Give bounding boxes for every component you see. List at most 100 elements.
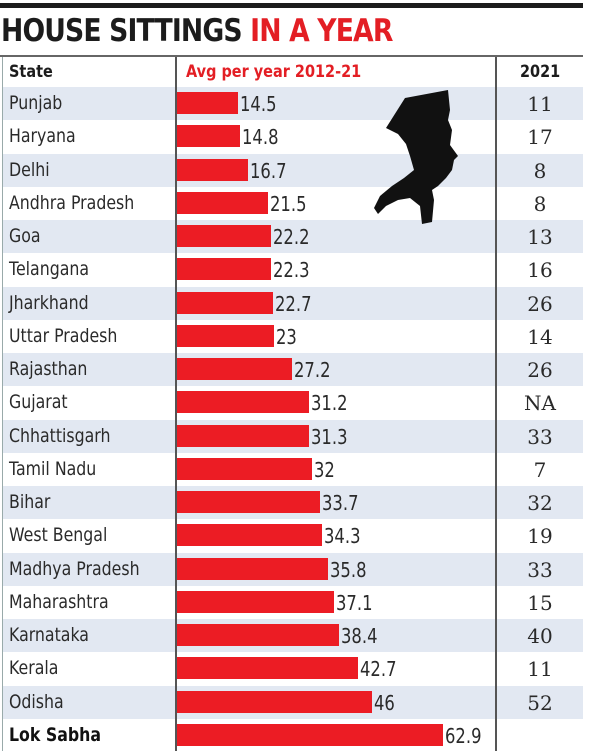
state-label: Punjab xyxy=(9,92,63,114)
bar xyxy=(177,358,293,380)
state-label: Maharashtra xyxy=(9,590,109,613)
value-2021: 16 xyxy=(527,258,553,283)
value-2021: 52 xyxy=(527,690,553,715)
bar-value-label: 42.7 xyxy=(359,657,397,682)
bar xyxy=(177,125,240,148)
column-header-state: State xyxy=(9,62,53,82)
table-row: Haryana 14.8 17 xyxy=(3,120,583,153)
value-2021: 40 xyxy=(527,624,553,648)
bar xyxy=(177,457,313,480)
table-row: Andhra Pradesh 21.5 8 xyxy=(3,187,583,220)
table-row: Karnataka 38.4 40 xyxy=(3,619,583,653)
bar-value-label: 14.5 xyxy=(240,92,277,116)
bar xyxy=(177,324,275,347)
top-rule xyxy=(0,3,583,8)
bar-value-label: 32 xyxy=(314,457,336,482)
bar xyxy=(177,258,272,281)
state-label: Tamil Nadu xyxy=(9,457,97,480)
state-label: Goa xyxy=(9,225,41,247)
table-row: Madhya Pradesh 35.8 33 xyxy=(3,552,583,586)
value-2021: 17 xyxy=(527,125,553,150)
silhouette-profile-icon xyxy=(374,90,458,224)
chart-title: HOUSE SITTINGS IN A YEAR xyxy=(1,13,393,49)
column-divider-1 xyxy=(175,57,177,751)
value-2021: 13 xyxy=(527,225,553,249)
table-row: Goa 22.2 13 xyxy=(3,220,583,254)
bar xyxy=(177,657,358,680)
column-divider-2 xyxy=(495,57,497,751)
table-row: Rajasthan 27.2 26 xyxy=(3,353,583,387)
bar xyxy=(177,690,372,713)
value-2021: 33 xyxy=(527,557,553,582)
bar-value-label: 22.2 xyxy=(272,225,310,249)
table-row: West Bengal 34.3 19 xyxy=(3,519,583,552)
bar xyxy=(177,723,443,746)
value-2021: 26 xyxy=(527,291,553,316)
state-label: Telangana xyxy=(9,258,90,281)
value-2021: 26 xyxy=(527,358,553,382)
value-2021: 7 xyxy=(533,457,547,482)
bar-value-label: 35.8 xyxy=(330,557,367,582)
table-row: Maharashtra 37.1 15 xyxy=(3,586,583,619)
table-row: Chhattisgarh 31.3 33 xyxy=(3,419,583,453)
bar xyxy=(177,557,329,580)
state-label: Lok Sabha xyxy=(9,723,102,746)
state-label: Kerala xyxy=(9,657,59,680)
state-label: Odisha xyxy=(9,690,64,713)
bar-value-label: 33.7 xyxy=(321,491,359,515)
value-2021: 19 xyxy=(527,524,553,549)
state-label: Bihar xyxy=(9,491,51,513)
table-row: Bihar 33.7 32 xyxy=(3,486,583,520)
state-label: Andhra Pradesh xyxy=(9,191,135,214)
table-row: Odisha 46 52 xyxy=(3,685,583,719)
table-row: Delhi 16.7 8 xyxy=(3,153,583,187)
value-2021: 14 xyxy=(527,324,553,349)
bar-value-label: 21.5 xyxy=(269,191,307,216)
title-part-2: IN A YEAR xyxy=(250,13,393,49)
table-row: Uttar Pradesh 23 14 xyxy=(3,320,583,353)
bar xyxy=(177,524,323,547)
table-row: Kerala 42.7 11 xyxy=(3,652,583,685)
state-label: Karnataka xyxy=(9,624,89,646)
state-label: Gujarat xyxy=(9,391,68,414)
value-2021: 11 xyxy=(527,92,553,116)
value-2021: NA xyxy=(524,391,556,416)
state-label: Delhi xyxy=(9,158,50,181)
state-label: West Bengal xyxy=(9,524,108,547)
bar xyxy=(177,158,248,181)
bar-value-label: 31.2 xyxy=(310,391,348,416)
table-row: Punjab 14.5 11 xyxy=(3,87,583,121)
bar-value-label: 27.2 xyxy=(294,358,331,382)
bar-value-label: 23 xyxy=(276,324,298,349)
value-2021: 8 xyxy=(533,191,547,216)
bar-value-label: 31.3 xyxy=(311,424,348,449)
column-header-2021: 2021 xyxy=(520,62,561,82)
header-rule xyxy=(0,55,583,57)
bar-value-label: 34.3 xyxy=(324,524,361,549)
table-row: Telangana 22.3 16 xyxy=(3,253,583,286)
bar-value-label: 14.8 xyxy=(241,125,279,150)
table-row: Gujarat 31.2 NA xyxy=(3,386,583,419)
bar xyxy=(177,291,273,314)
bar xyxy=(177,225,271,247)
bar xyxy=(177,590,334,613)
bar-value-label: 16.7 xyxy=(249,158,287,183)
bar-value-label: 46 xyxy=(373,690,395,715)
value-2021 xyxy=(497,719,583,752)
bar xyxy=(177,424,310,447)
bar-value-label: 37.1 xyxy=(335,590,373,615)
bar xyxy=(177,92,239,114)
bar xyxy=(177,624,340,646)
bar xyxy=(177,491,320,513)
table-row: Lok Sabha 62.9 xyxy=(3,719,583,752)
bar xyxy=(177,391,309,414)
bar-value-label: 38.4 xyxy=(341,624,378,648)
table-row: Jharkhand 22.7 26 xyxy=(3,286,583,320)
column-header-avg: Avg per year 2012-21 xyxy=(186,62,362,82)
table-row: Tamil Nadu 32 7 xyxy=(3,453,583,486)
left-border xyxy=(2,57,3,751)
state-label: Uttar Pradesh xyxy=(9,324,118,347)
value-2021: 33 xyxy=(527,424,553,449)
value-2021: 11 xyxy=(527,657,553,682)
bar-value-label: 22.7 xyxy=(274,291,312,316)
